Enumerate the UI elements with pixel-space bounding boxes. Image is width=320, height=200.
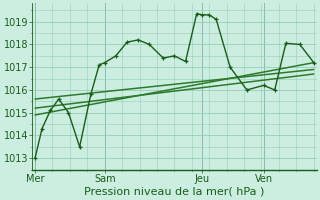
- X-axis label: Pression niveau de la mer( hPa ): Pression niveau de la mer( hPa ): [84, 187, 265, 197]
